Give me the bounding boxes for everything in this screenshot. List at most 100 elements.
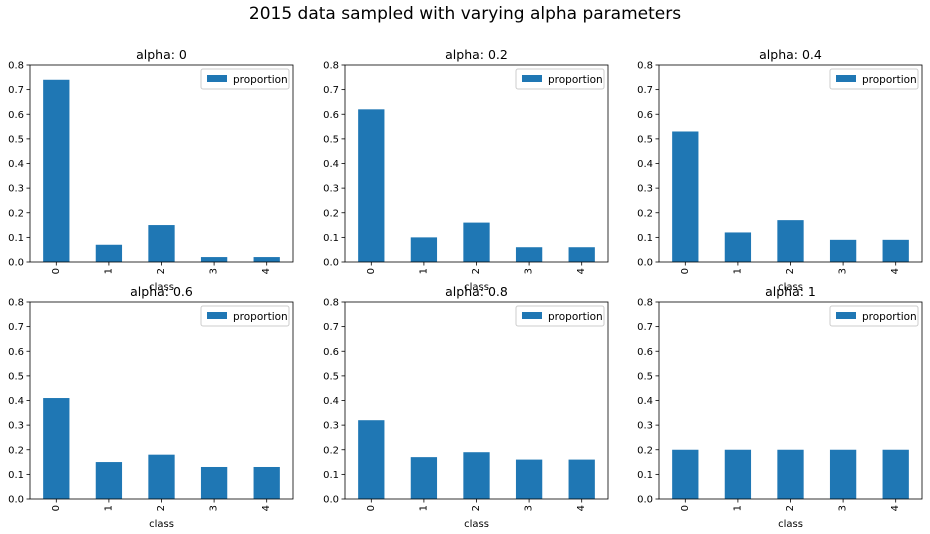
- y-tick-label: 0.6: [8, 347, 24, 358]
- y-tick-label: 0.4: [323, 396, 339, 407]
- y-tick-label: 0.2: [8, 445, 24, 456]
- y-tick-label: 0.0: [8, 258, 24, 269]
- y-tick-label: 0.7: [323, 85, 339, 96]
- bar-1: [410, 457, 438, 499]
- bar-3: [515, 459, 543, 499]
- subplot-title: alpha: 0.6: [130, 284, 193, 299]
- y-tick-label: 0.4: [8, 396, 24, 407]
- legend: proportion: [515, 68, 605, 90]
- legend-label: proportion: [548, 74, 603, 86]
- x-tick-label: 2: [785, 505, 796, 511]
- y-tick-label: 0.4: [323, 159, 339, 170]
- y-tick-label: 0.3: [8, 421, 24, 432]
- x-tick-label: 3: [838, 505, 849, 511]
- legend-label: proportion: [548, 311, 603, 323]
- bar-3: [515, 247, 543, 262]
- x-tick-label: 1: [732, 505, 743, 511]
- x-axis-label: class: [464, 282, 489, 293]
- y-tick-label: 0.5: [637, 371, 653, 382]
- y-tick-label: 0.3: [323, 184, 339, 195]
- subplot-title: alpha: 0.4: [759, 47, 822, 62]
- x-tick-label: 3: [524, 505, 535, 511]
- x-tick-label: 4: [261, 505, 272, 511]
- x-tick-label: 4: [576, 505, 587, 511]
- bar-2: [148, 454, 175, 499]
- y-tick-label: 0.7: [8, 85, 24, 96]
- bar-2: [777, 220, 804, 262]
- legend-swatch: [207, 75, 227, 82]
- x-tick-label: 4: [890, 505, 901, 511]
- y-tick-label: 0.6: [8, 110, 24, 121]
- axes-frame: [29, 64, 294, 263]
- x-tick-label: 3: [838, 268, 849, 274]
- y-tick-label: 0.1: [637, 470, 653, 481]
- x-tick-label: 3: [209, 268, 220, 274]
- y-tick-label: 0.4: [637, 159, 653, 170]
- y-tick-label: 0.0: [637, 258, 653, 269]
- legend: proportion: [200, 68, 290, 90]
- legend-swatch: [522, 75, 542, 82]
- x-tick-label: 2: [471, 505, 482, 511]
- bar-4: [568, 459, 595, 499]
- y-tick-label: 0.2: [323, 445, 339, 456]
- x-tick-label: 0: [366, 505, 377, 511]
- bar-1: [95, 244, 123, 262]
- x-tick-label: 1: [418, 268, 429, 274]
- y-tick-label: 0.8: [637, 298, 653, 309]
- legend-swatch: [207, 312, 227, 319]
- legend-swatch: [836, 312, 856, 319]
- legend: proportion: [200, 305, 290, 327]
- x-tick-label: 0: [366, 268, 377, 274]
- x-tick-label: 0: [51, 268, 62, 274]
- bar-2: [777, 449, 804, 499]
- axes-frame: [29, 301, 294, 500]
- x-tick-label: 3: [209, 505, 220, 511]
- y-tick-label: 0.2: [8, 208, 24, 219]
- x-axis-label: class: [778, 519, 803, 530]
- axes-frame: [344, 64, 609, 263]
- legend-box: [200, 305, 290, 327]
- y-tick-label: 0.6: [323, 347, 339, 358]
- axes-frame: [658, 64, 923, 263]
- y-tick-label: 0.2: [637, 445, 653, 456]
- x-tick-label: 0: [680, 505, 691, 511]
- y-tick-label: 0.1: [8, 470, 24, 481]
- legend-swatch: [836, 75, 856, 82]
- x-tick-label: 1: [103, 505, 114, 511]
- bar-4: [568, 247, 595, 262]
- legend-box: [829, 68, 919, 90]
- y-tick-label: 0.0: [637, 495, 653, 506]
- y-tick-label: 0.1: [323, 233, 339, 244]
- bar-3: [200, 466, 228, 499]
- y-tick-label: 0.5: [637, 134, 653, 145]
- y-tick-label: 0.6: [323, 110, 339, 121]
- y-tick-label: 0.2: [323, 208, 339, 219]
- legend-box: [515, 68, 605, 90]
- y-tick-label: 0.7: [637, 322, 653, 333]
- y-tick-label: 0.8: [323, 298, 339, 309]
- y-tick-label: 0.3: [637, 184, 653, 195]
- x-tick-label: 2: [156, 505, 167, 511]
- legend: proportion: [829, 305, 919, 327]
- y-tick-label: 0.7: [637, 85, 653, 96]
- x-tick-label: 0: [680, 268, 691, 274]
- x-axis-label: class: [778, 282, 803, 293]
- legend: proportion: [829, 68, 919, 90]
- subplot-0: alpha: 0 0 1 2 3 4 0.0 0.1 0.2 0.3 0.4 0.5 0.6 0.7 0.8…: [8, 47, 294, 293]
- x-tick-label: 3: [524, 268, 535, 274]
- x-axis-label: class: [464, 519, 489, 530]
- x-tick-label: 1: [418, 505, 429, 511]
- y-tick-label: 0.7: [323, 322, 339, 333]
- y-tick-label: 0.8: [8, 61, 24, 72]
- x-tick-label: 2: [156, 268, 167, 274]
- y-tick-label: 0.3: [637, 421, 653, 432]
- bar-4: [882, 449, 909, 499]
- legend-label: proportion: [862, 311, 917, 323]
- bar-0: [43, 398, 70, 499]
- subplot-5: alpha: 1 0 1 2 3 4 0.0 0.1 0.2 0.3 0.4 0.5 0.6 0.7 0.8…: [637, 284, 923, 530]
- bar-3: [829, 239, 857, 262]
- y-tick-label: 0.2: [637, 208, 653, 219]
- legend-label: proportion: [233, 311, 288, 323]
- y-tick-label: 0.8: [323, 61, 339, 72]
- bar-0: [672, 131, 699, 262]
